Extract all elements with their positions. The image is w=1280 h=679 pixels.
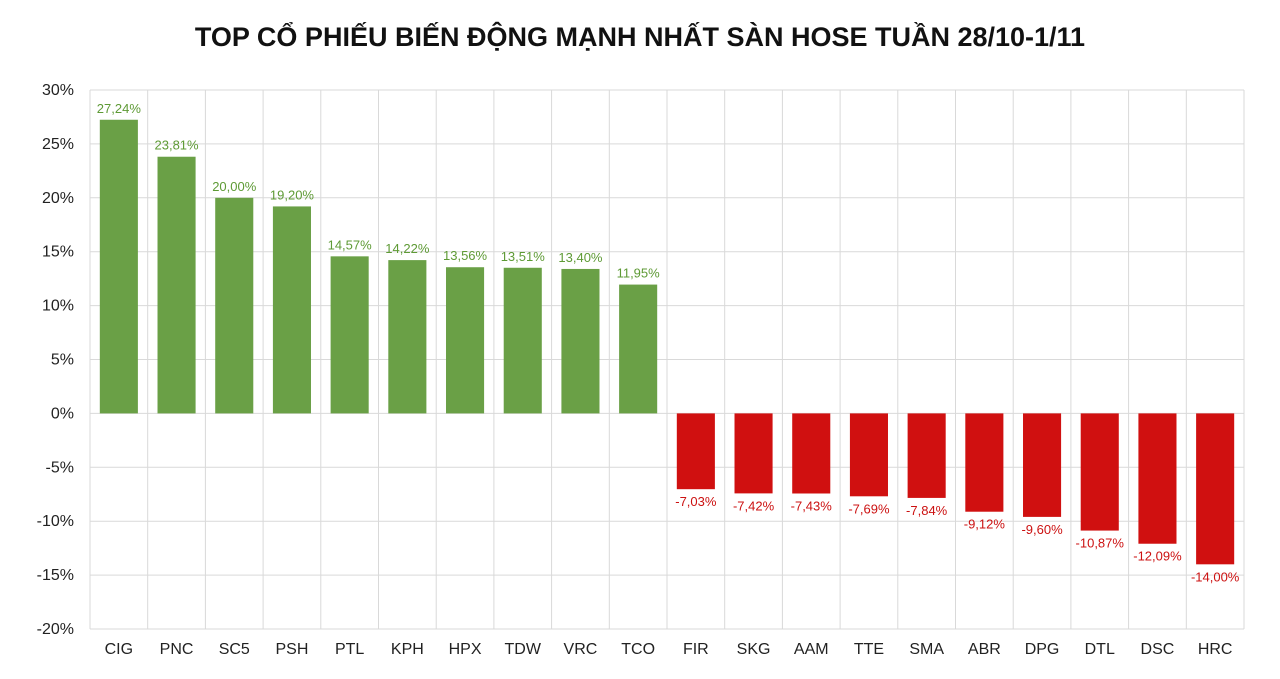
bar-abr — [965, 413, 1004, 512]
bar-dsc — [1138, 413, 1177, 544]
y-tick-label: -10% — [37, 513, 74, 530]
y-tick-label: 20% — [42, 190, 74, 207]
x-tick-label-vrc: VRC — [564, 641, 598, 658]
x-tick-label-sc5: SC5 — [219, 641, 250, 658]
data-label-fir: -7,03% — [675, 494, 717, 509]
y-tick-label: 0% — [51, 405, 74, 422]
bar-vrc — [561, 268, 600, 414]
x-tick-label-aam: AAM — [794, 641, 829, 658]
data-label-ptl: 14,57% — [328, 237, 373, 252]
x-tick-label-dsc: DSC — [1141, 641, 1175, 658]
chart-title: TOP CỔ PHIẾU BIẾN ĐỘNG MẠNH NHẤT SÀN HOS… — [194, 22, 1086, 52]
bar-pnc — [157, 156, 196, 414]
data-label-abr: -9,12% — [964, 517, 1006, 532]
y-tick-label: 30% — [42, 82, 74, 99]
bar-dtl — [1080, 413, 1119, 531]
x-tick-label-fir: FIR — [683, 641, 709, 658]
data-label-kph: 14,22% — [385, 241, 430, 256]
label-layer: 30% 25% 20% 15% 10% 5% 0% -5% -10% -15% -20% 27,24%… — [37, 82, 1240, 658]
bar-kph — [388, 260, 427, 414]
data-label-tte: -7,69% — [848, 501, 890, 516]
bar-tte — [849, 413, 888, 497]
bar-cig — [99, 119, 138, 414]
data-label-skg: -7,42% — [733, 498, 775, 513]
x-tick-label-dtl: DTL — [1085, 641, 1115, 658]
x-tick-label-kph: KPH — [391, 641, 424, 658]
bar-sma — [907, 413, 946, 498]
y-tick-label: -15% — [37, 567, 74, 584]
x-tick-label-hrc: HRC — [1198, 641, 1233, 658]
x-tick-label-abr: ABR — [968, 641, 1001, 658]
x-tick-label-ptl: PTL — [335, 641, 364, 658]
bar-dpg — [1023, 413, 1062, 517]
bar-tdw — [503, 267, 542, 414]
data-label-tdw: 13,51% — [501, 249, 546, 264]
bar-aam — [792, 413, 831, 494]
bar-psh — [272, 206, 311, 414]
data-label-hpx: 13,56% — [443, 248, 488, 263]
x-tick-label-cig: CIG — [105, 641, 133, 658]
data-label-vrc: 13,40% — [558, 250, 603, 265]
x-tick-label-tdw: TDW — [505, 641, 542, 658]
data-label-dpg: -9,60% — [1021, 522, 1063, 537]
x-tick-label-dpg: DPG — [1025, 641, 1060, 658]
bar-skg — [734, 413, 773, 494]
x-tick-label-hpx: HPX — [449, 641, 482, 658]
x-tick-label-skg: SKG — [737, 641, 771, 658]
bar-hrc — [1196, 413, 1235, 565]
bar-ptl — [330, 256, 369, 414]
data-label-psh: 19,20% — [270, 187, 315, 202]
y-tick-label: 15% — [42, 244, 74, 261]
bar-tco — [619, 284, 658, 414]
bar-layer — [99, 119, 1235, 565]
x-tick-label-psh: PSH — [275, 641, 308, 658]
data-label-aam: -7,43% — [791, 498, 833, 513]
data-label-sc5: 20,00% — [212, 179, 257, 194]
x-tick-label-sma: SMA — [909, 641, 944, 658]
x-tick-label-tco: TCO — [621, 641, 655, 658]
y-tick-label: -5% — [46, 459, 74, 476]
grid-layer — [89, 89, 1245, 630]
data-label-cig: 27,24% — [97, 101, 142, 116]
y-tick-label: -20% — [37, 621, 74, 638]
y-tick-label: 25% — [42, 136, 74, 153]
data-label-pnc: 23,81% — [155, 138, 200, 153]
data-label-tco: 11,95% — [617, 266, 661, 281]
bar-sc5 — [215, 197, 254, 414]
bar-hpx — [446, 267, 485, 414]
data-label-hrc: -14,00% — [1191, 569, 1240, 584]
data-label-dsc: -12,09% — [1133, 549, 1182, 564]
x-tick-label-pnc: PNC — [160, 641, 194, 658]
y-tick-label: 5% — [51, 352, 74, 369]
data-label-dtl: -10,87% — [1076, 536, 1125, 551]
data-label-sma: -7,84% — [906, 503, 948, 518]
y-tick-label: 10% — [42, 298, 74, 315]
bar-fir — [676, 413, 715, 490]
x-tick-label-tte: TTE — [854, 641, 884, 658]
